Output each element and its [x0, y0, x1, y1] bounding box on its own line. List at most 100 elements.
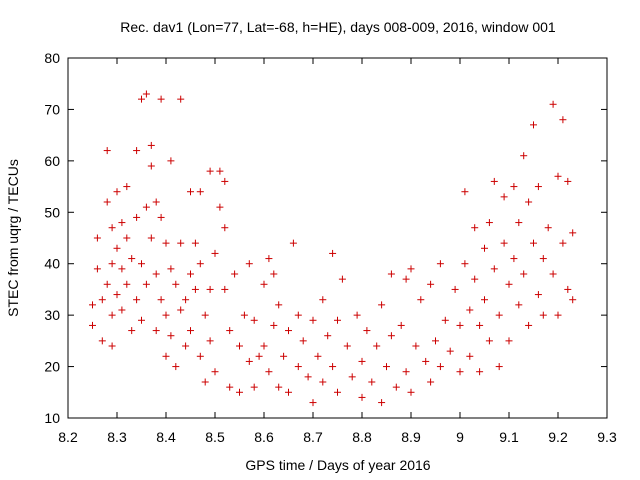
data-point [402, 275, 410, 283]
data-point [270, 321, 278, 329]
y-tick-label: 50 [44, 204, 60, 220]
data-point [495, 363, 503, 371]
data-point [530, 239, 537, 247]
data-point [407, 388, 415, 396]
data-point [505, 280, 513, 288]
y-tick-label: 70 [44, 101, 60, 117]
x-tick-label: 9 [456, 429, 464, 445]
data-point [378, 301, 386, 309]
data-point [182, 342, 190, 350]
data-point [402, 368, 410, 376]
data-point [387, 270, 395, 278]
data-point [299, 337, 307, 345]
data-point [422, 357, 430, 365]
data-point [319, 378, 327, 386]
data-point [103, 198, 111, 206]
data-point [167, 157, 175, 165]
data-point [113, 188, 121, 196]
data-point [211, 249, 219, 257]
x-tick-label: 8.7 [303, 429, 323, 445]
data-point [436, 260, 444, 268]
data-point [142, 203, 150, 211]
data-point [461, 188, 469, 196]
data-point [412, 342, 420, 350]
data-point [108, 224, 116, 232]
y-tick-label: 20 [44, 359, 60, 375]
data-point [98, 296, 106, 304]
data-point [206, 285, 214, 293]
data-point [236, 342, 243, 350]
data-point [485, 219, 493, 227]
data-point [559, 239, 567, 247]
data-point [525, 321, 533, 329]
data-point [103, 147, 111, 155]
data-point [201, 311, 209, 319]
data-point [128, 327, 136, 335]
data-point [500, 239, 508, 247]
data-point [280, 352, 288, 360]
data-point [525, 198, 533, 206]
y-tick-label: 80 [44, 50, 60, 66]
data-point [89, 321, 96, 329]
data-point [187, 270, 194, 278]
data-point [564, 285, 572, 293]
data-point [123, 183, 131, 191]
y-axis-label: STEC from uqrg / TECUs [5, 159, 21, 317]
data-point [157, 296, 165, 304]
data-point [309, 316, 317, 324]
data-point [304, 373, 312, 381]
data-point [138, 95, 145, 103]
data-point [89, 301, 96, 309]
y-tick-labels: 10 20 30 40 50 60 70 80 [44, 50, 60, 426]
data-point [138, 260, 145, 268]
data-point [162, 352, 170, 360]
data-point [133, 296, 141, 304]
data-point [569, 229, 577, 237]
x-tick-label: 8.8 [352, 429, 372, 445]
data-point [187, 188, 194, 196]
data-point [368, 378, 376, 386]
data-point [182, 296, 190, 304]
data-point [177, 239, 185, 247]
data-point [456, 321, 464, 329]
data-point [559, 116, 567, 124]
data-point [456, 368, 464, 376]
data-point [378, 399, 386, 407]
data-point [534, 183, 542, 191]
data-point [138, 316, 145, 324]
data-point [534, 291, 542, 299]
data-point [167, 265, 175, 273]
data-point [397, 321, 405, 329]
data-point [162, 239, 170, 247]
data-point [123, 234, 131, 242]
data-point [520, 152, 528, 160]
data-point [152, 270, 160, 278]
data-point [329, 363, 337, 371]
data-point [275, 383, 283, 391]
x-tick-label: 8.6 [254, 429, 274, 445]
data-point [314, 352, 322, 360]
data-point [544, 224, 552, 232]
data-point [211, 368, 219, 376]
x-tick-label: 8.5 [205, 429, 225, 445]
y-tick-label: 30 [44, 307, 60, 323]
data-point [363, 327, 371, 335]
data-point [167, 332, 175, 340]
data-point [275, 301, 283, 309]
y-tick-label: 60 [44, 153, 60, 169]
data-point [108, 342, 116, 350]
x-tick-label: 8.9 [401, 429, 421, 445]
data-point [236, 388, 243, 396]
data-point [157, 213, 165, 221]
data-point [201, 378, 209, 386]
data-point [285, 388, 292, 396]
data-point [98, 337, 106, 345]
data-point [231, 270, 239, 278]
data-point [250, 316, 258, 324]
data-point [294, 311, 302, 319]
data-point [569, 296, 577, 304]
data-point [417, 296, 425, 304]
data-point [255, 352, 263, 360]
data-point [265, 368, 273, 376]
data-point [329, 249, 337, 257]
